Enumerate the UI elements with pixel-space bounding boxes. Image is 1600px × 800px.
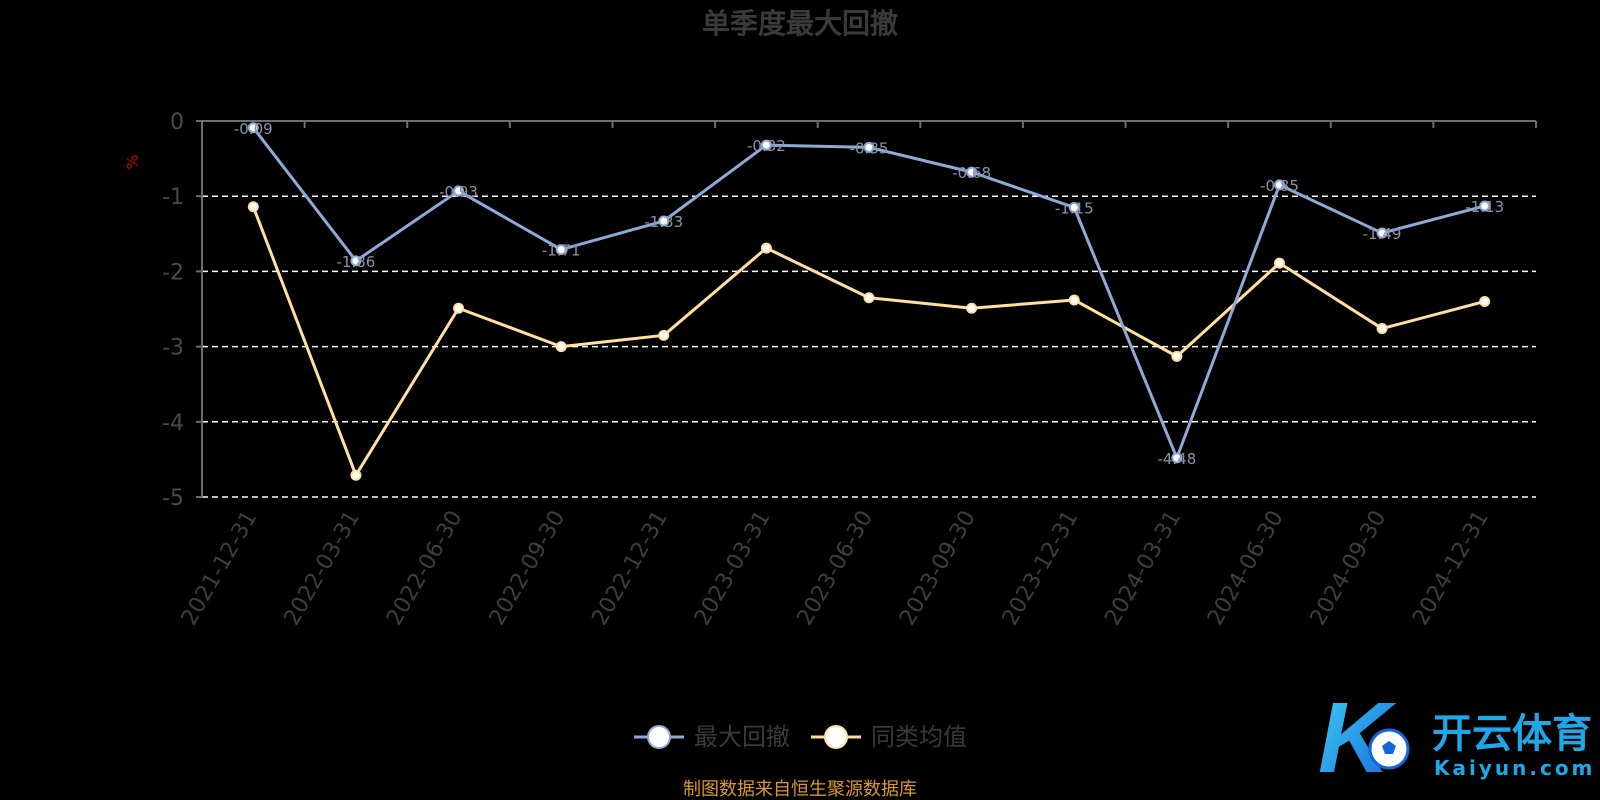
- legend-label-max-drawdown: 最大回撤: [694, 723, 790, 751]
- data-point: [350, 469, 362, 481]
- data-point: [863, 141, 875, 153]
- series-lines: [247, 122, 1491, 481]
- data-point: [1479, 295, 1491, 307]
- legend-item-peer-average[interactable]: 同类均值: [811, 723, 967, 751]
- data-point: [966, 302, 978, 314]
- gridlines: [202, 195, 1536, 498]
- x-tick-label: 2023-03-31: [690, 507, 776, 630]
- data-label: -1.71: [542, 242, 581, 260]
- x-tick-label: 2021-12-31: [177, 507, 263, 630]
- x-tick-label: 2023-06-30: [793, 507, 879, 630]
- data-point: [658, 329, 670, 341]
- data-label: -1.49: [1363, 225, 1402, 243]
- data-point: [453, 185, 465, 197]
- data-label: -0.85: [1260, 177, 1299, 195]
- data-point: [453, 302, 465, 314]
- data-label: -0.93: [439, 183, 478, 201]
- data-point: [1171, 452, 1183, 464]
- x-tick-label: 2022-06-30: [382, 507, 468, 630]
- data-label: -1.86: [337, 253, 376, 271]
- data-label: -1.15: [1055, 199, 1094, 217]
- brand-name-en: Kaiyun.com: [1434, 756, 1595, 780]
- data-label: -4.48: [1157, 450, 1196, 468]
- legend-marker-icon: [824, 725, 848, 749]
- soccer-ball-icon: [1368, 728, 1410, 770]
- data-label: -0.35: [850, 139, 889, 157]
- data-point: [247, 201, 259, 213]
- data-label: -0.09: [234, 120, 273, 138]
- data-point: [1273, 257, 1285, 269]
- data-point: [1068, 201, 1080, 213]
- brand-watermark: K 开云体育 Kaiyun.com: [1318, 682, 1595, 794]
- data-point: [1376, 323, 1388, 335]
- data-point: [966, 166, 978, 178]
- data-label: -1.13: [1465, 198, 1504, 216]
- data-point: [760, 139, 772, 151]
- data-point: [247, 122, 259, 134]
- x-tick-label: 2023-09-30: [895, 507, 981, 630]
- y-tick-label: -5: [162, 486, 184, 511]
- data-point: [555, 244, 567, 256]
- x-tick-label: 2024-12-31: [1408, 507, 1494, 630]
- data-point: [760, 242, 772, 254]
- x-tick-label: 2022-09-30: [485, 507, 571, 630]
- x-tick-label: 2024-06-30: [1203, 507, 1289, 630]
- y-tick-label: -1: [162, 185, 184, 210]
- data-point: [1171, 350, 1183, 362]
- x-tick-label: 2023-12-31: [998, 507, 1084, 630]
- data-point: [658, 215, 670, 227]
- data-point: [1273, 179, 1285, 191]
- x-tick-label: 2022-12-31: [587, 507, 673, 630]
- source-note: 制图数据来自恒生聚源数据库: [683, 779, 917, 800]
- x-tick-label: 2024-03-31: [1100, 507, 1186, 630]
- legend-marker-icon: [647, 725, 671, 749]
- data-label: -1.33: [644, 213, 683, 231]
- data-point: [350, 255, 362, 267]
- chart-title: 单季度最大回撤: [702, 7, 898, 40]
- y-tick-label: 0: [170, 110, 184, 135]
- y-axis-unit: %: [123, 154, 142, 169]
- legend-item-max-drawdown[interactable]: 最大回撤: [634, 723, 790, 751]
- legend[interactable]: 最大回撤 同类均值: [634, 723, 967, 751]
- point-labels: -0.09 -1.86 -0.93 -1.71 -1.33 -0.32 -0.35 -0.68…: [234, 120, 1504, 468]
- x-tick-label: 2022-03-31: [280, 507, 366, 630]
- data-label: -0.68: [952, 164, 991, 182]
- data-point: [1068, 294, 1080, 306]
- data-point: [863, 292, 875, 304]
- series-line-1: [251, 206, 1486, 477]
- x-tick-label: 2024-09-30: [1306, 507, 1392, 630]
- legend-label-peer-average: 同类均值: [871, 723, 967, 751]
- y-tick-label: -4: [162, 411, 184, 436]
- data-label: -0.32: [747, 137, 786, 155]
- y-tick-label: -3: [162, 336, 184, 361]
- brand-name-cn: 开云体育: [1432, 711, 1592, 757]
- y-tick-label: -2: [162, 260, 184, 285]
- data-point: [1479, 200, 1491, 212]
- data-point: [1376, 227, 1388, 239]
- data-point: [555, 341, 567, 353]
